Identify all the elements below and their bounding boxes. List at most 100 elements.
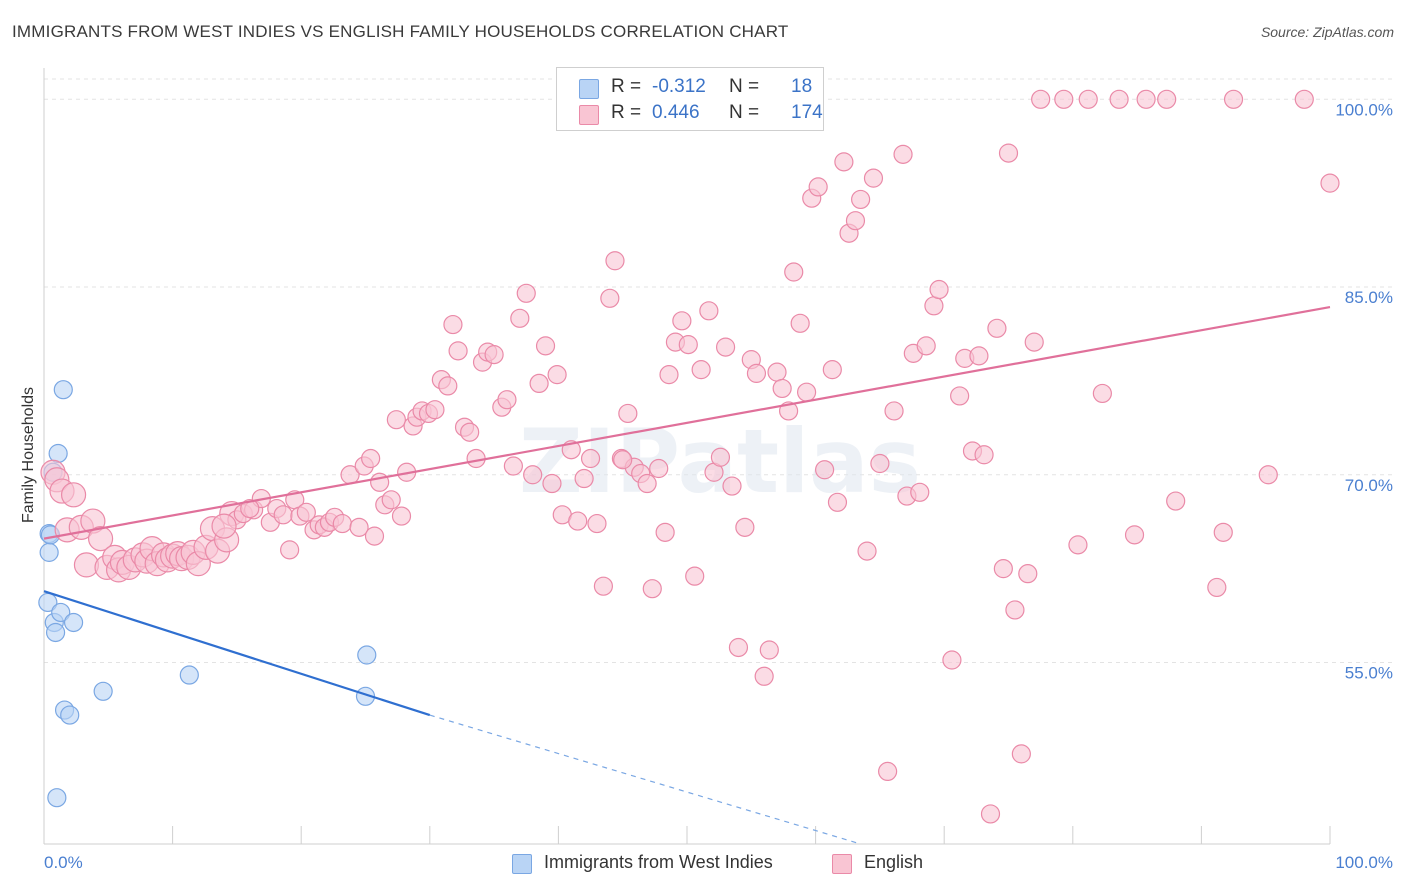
data-point-west-indies bbox=[63, 612, 84, 633]
legend-r-label: R = bbox=[611, 76, 642, 97]
data-point-english bbox=[240, 498, 260, 519]
data-point-english bbox=[759, 640, 779, 660]
data-point-english bbox=[822, 360, 842, 380]
data-point-english bbox=[386, 410, 406, 430]
data-point-english bbox=[878, 761, 898, 782]
data-point-english bbox=[685, 566, 705, 586]
data-point-english bbox=[808, 177, 828, 197]
data-point-english bbox=[510, 308, 530, 328]
data-point-english bbox=[715, 337, 736, 357]
data-point-english bbox=[980, 804, 1001, 824]
data-point-english bbox=[1024, 332, 1044, 352]
data-point-english bbox=[542, 473, 562, 494]
series-west-indies bbox=[38, 380, 377, 808]
legend-r-value: 0.446 bbox=[652, 102, 700, 123]
y-tick-label: 55.0% bbox=[1345, 664, 1393, 683]
data-point-english bbox=[497, 390, 517, 410]
data-point-english bbox=[547, 365, 567, 385]
data-point-english bbox=[637, 473, 657, 494]
data-point-english bbox=[60, 482, 87, 508]
data-point-west-indies bbox=[45, 622, 66, 643]
data-point-english bbox=[1294, 89, 1314, 109]
data-point-west-indies bbox=[47, 788, 67, 808]
data-point-english bbox=[535, 336, 556, 356]
data-point-english bbox=[460, 422, 480, 442]
data-point-english bbox=[659, 365, 679, 385]
data-point-english bbox=[1166, 491, 1186, 511]
data-point-english bbox=[568, 511, 588, 531]
data-point-english bbox=[929, 279, 949, 300]
data-point-english bbox=[722, 476, 742, 496]
data-point-english bbox=[767, 362, 787, 382]
data-point-english bbox=[273, 505, 293, 525]
data-point-english bbox=[1213, 522, 1233, 542]
data-point-english bbox=[746, 363, 767, 383]
data-point-english bbox=[672, 311, 692, 331]
legend-label-west-indies: Immigrants from West Indies bbox=[544, 852, 773, 872]
data-point-english bbox=[466, 448, 486, 469]
legend-n-value: 174 bbox=[791, 102, 823, 123]
data-point-english bbox=[1031, 89, 1051, 109]
data-point-english bbox=[642, 579, 662, 599]
legend-r-label: R = bbox=[611, 102, 642, 123]
data-point-english bbox=[484, 345, 504, 365]
data-point-english bbox=[796, 382, 817, 402]
data-point-english bbox=[998, 143, 1019, 163]
data-point-english bbox=[845, 211, 866, 231]
x-tick-label: 0.0% bbox=[44, 853, 83, 872]
trend-line-west-indies-extension bbox=[429, 714, 861, 845]
data-point-english bbox=[1136, 89, 1156, 109]
source-credit: Source: ZipAtlas.com bbox=[1260, 24, 1394, 40]
data-point-english bbox=[1320, 173, 1340, 193]
data-point-english bbox=[448, 341, 468, 361]
data-point-english bbox=[851, 189, 871, 210]
data-point-english bbox=[974, 445, 994, 465]
y-tick-label: 100.0% bbox=[1335, 100, 1393, 119]
data-point-west-indies bbox=[39, 542, 59, 562]
data-point-english bbox=[699, 301, 719, 321]
data-point-english bbox=[1078, 89, 1098, 109]
data-point-english bbox=[969, 346, 989, 366]
legend-swatch-english bbox=[579, 105, 599, 125]
data-point-english bbox=[950, 386, 970, 406]
data-point-english bbox=[815, 460, 835, 480]
series-english bbox=[40, 89, 1340, 824]
data-point-english bbox=[870, 453, 890, 474]
data-point-english bbox=[678, 335, 698, 355]
data-point-english bbox=[910, 482, 930, 502]
data-point-english bbox=[1068, 535, 1088, 555]
data-point-english bbox=[942, 650, 962, 670]
data-point-english bbox=[211, 513, 237, 539]
data-point-english bbox=[649, 458, 669, 479]
data-point-english bbox=[593, 576, 614, 596]
data-point-english bbox=[443, 314, 463, 335]
data-point-english bbox=[1005, 600, 1025, 620]
legend-swatch-west-indies bbox=[579, 79, 599, 99]
x-tick-label: 100.0% bbox=[1335, 853, 1393, 872]
data-point-english bbox=[735, 517, 755, 537]
data-point-english bbox=[361, 448, 381, 469]
data-point-english bbox=[863, 168, 884, 188]
trend-line-west-indies bbox=[43, 590, 431, 717]
data-point-english bbox=[332, 513, 352, 534]
data-point-english bbox=[1258, 465, 1278, 485]
data-point-english bbox=[280, 540, 300, 560]
data-point-english bbox=[884, 401, 904, 421]
data-point-english bbox=[834, 152, 854, 172]
data-point-west-indies bbox=[60, 705, 80, 725]
axes bbox=[43, 68, 1331, 845]
data-point-english bbox=[613, 450, 633, 470]
data-point-english bbox=[503, 456, 523, 476]
data-point-english bbox=[296, 502, 316, 522]
data-point-english bbox=[391, 506, 412, 526]
data-point-english bbox=[587, 513, 607, 534]
data-point-english bbox=[1011, 744, 1031, 764]
data-point-english bbox=[710, 447, 731, 467]
legend-n-label: N = bbox=[729, 102, 760, 123]
data-point-english bbox=[1109, 89, 1129, 109]
data-point-english bbox=[1223, 89, 1244, 109]
legend-n-value: 18 bbox=[791, 76, 813, 97]
legend-label-english: English bbox=[864, 852, 924, 872]
data-point-english bbox=[691, 360, 711, 380]
